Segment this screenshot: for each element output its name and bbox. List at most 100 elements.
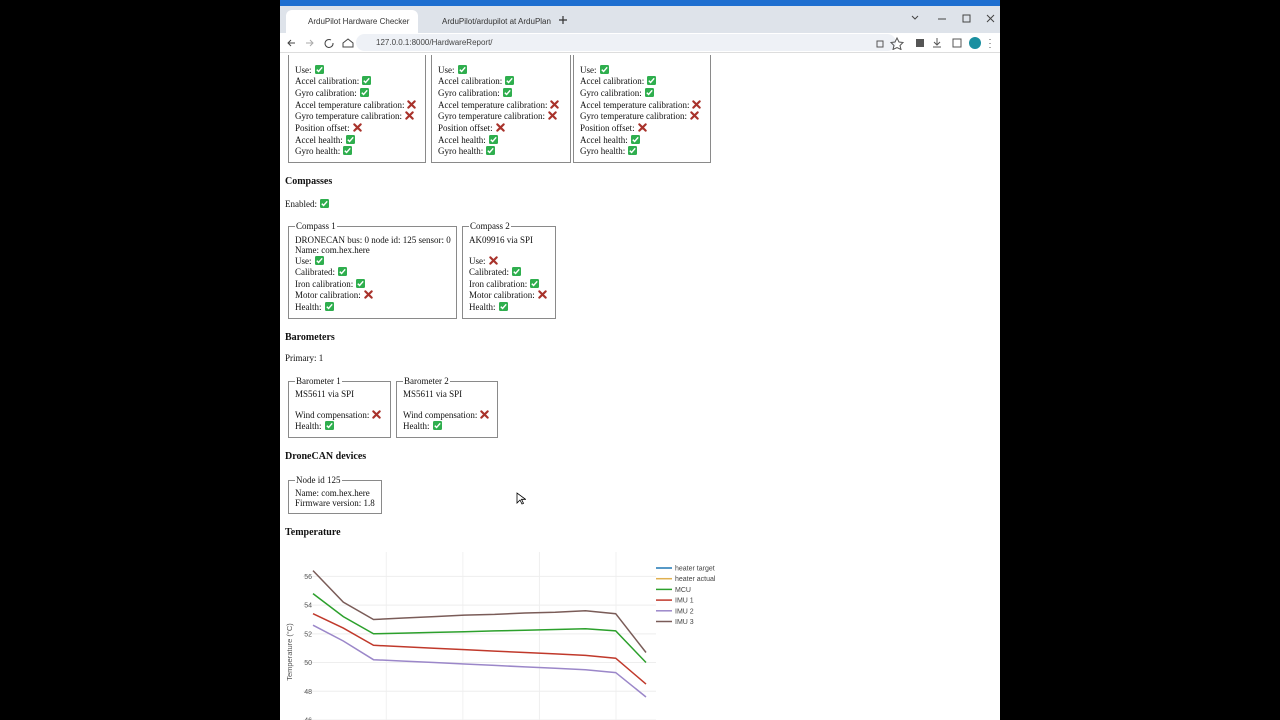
status-row: Calibrated: [469,267,521,278]
legend-label: heater target [675,566,715,573]
tab[interactable]: ArduPilot/ardupilot at ArduPlan [442,17,551,26]
status-label: Gyro health: [580,146,626,157]
status-label: Accel health: [580,134,628,145]
url-field[interactable]: 127.0.0.1:8000/HardwareReport/ [356,34,896,51]
check-mark [321,200,328,207]
y-tick-label: 52 [304,631,312,638]
status-label: Position offset: [438,123,493,133]
check-icon [647,76,657,86]
status-row: Accel temperature calibration: [295,100,417,111]
check-icon [457,64,467,74]
check-mark [648,78,655,84]
check-mark [632,136,639,143]
check-icon [486,146,496,156]
toolbar-icons[interactable] [875,36,995,50]
check-mark [629,148,636,154]
status-row: Accel health: [295,134,355,146]
status-row: Enabled: [285,198,329,210]
cross-mark [692,99,702,109]
tab-active[interactable]: ArduPilot Hardware Checker [286,10,418,33]
status-label: Accel health: [295,134,343,145]
check-mark [433,423,441,429]
status-row: Accel calibration: [295,76,372,87]
status-label: Accel health: [438,134,486,145]
status-label: Position offset: [580,123,635,133]
fieldset-legend: Barometer 2 [403,375,450,387]
status-label: Health: [403,421,430,432]
check-mark [357,280,364,287]
check-icon [359,87,369,97]
cross-mark [405,111,414,121]
status-label: Accel temperature calibration: [580,99,690,110]
check-mark [458,66,466,73]
check-icon [432,421,442,431]
status-row: Gyro calibration: [580,87,654,99]
legend-label: heater actual [675,576,716,583]
check-icon [512,267,521,277]
status-label: Calibrated: [469,267,509,278]
section-heading: Barometers [285,332,335,343]
check-mark [325,423,333,429]
status-row: Gyro calibration: [295,87,369,99]
status-label: Motor calibration: [469,290,535,301]
status-row: Gyro temperature calibration: [438,111,557,122]
check-icon [505,76,515,86]
status-row: Accel calibration: [438,76,515,87]
status-label: Iron calibration: [295,278,354,289]
check-icon [644,87,654,97]
status-label: Enabled: [285,198,317,209]
check-icon [314,255,324,265]
y-tick-label: 50 [304,660,312,667]
status-row: Accel health: [438,134,498,146]
status-label: Use: [295,255,312,266]
check-mark [339,269,346,275]
status-label: Iron calibration: [469,278,528,289]
series-line [312,570,647,653]
tab-bar: ArduPilot Hardware Checker ArduPilot/ard… [280,0,1000,33]
series-line [312,613,647,685]
section-heading: DroneCAN devices [285,451,367,462]
check-mark [487,148,494,154]
mouse-cursor [516,492,526,505]
cross-mark [352,123,362,132]
check-icon [324,302,334,312]
status-row: Health: [295,421,334,432]
check-icon [502,87,512,97]
series-line [312,593,647,664]
status-row: Health: [295,302,334,313]
status-row: Position offset: [295,123,362,134]
status-row: Accel health: [580,134,640,146]
cross-mark [548,111,557,121]
cross-mark [495,123,505,132]
legend-label: IMU 3 [675,619,694,626]
check-mark [600,66,608,73]
new-tab-button[interactable] [558,15,568,25]
status-row: Use: [295,255,324,267]
fieldset-box [573,55,711,163]
browser-window: ArduPilot Hardware Checker ArduPilot/ard… [280,0,1000,720]
nav-buttons[interactable] [286,37,356,49]
section-heading: Compasses [285,176,333,187]
check-mark [361,89,368,96]
fieldset-legend: Compass 1 [295,220,337,232]
cross-icon [690,111,699,121]
status-label: Gyro health: [295,146,341,157]
check-icon [498,302,508,312]
status-row: Gyro temperature calibration: [580,111,699,122]
status-label: Accel calibration: [580,76,645,87]
cross-icon [372,409,382,419]
cross-mark [364,290,373,300]
check-icon [320,198,329,208]
check-mark [315,66,323,73]
cross-icon [538,290,547,300]
check-icon [599,64,609,74]
y-axis-title: Temperature (°C) [285,623,294,681]
fieldset-box [431,55,571,163]
status-label: Gyro calibration: [438,87,500,98]
status-row: Gyro calibration: [438,87,512,99]
primary-text: Primary: 1 [285,353,324,363]
status-label: Gyro health: [438,146,484,157]
status-row: Use: [469,256,498,267]
check-icon [338,267,347,277]
window-controls[interactable] [910,12,996,26]
